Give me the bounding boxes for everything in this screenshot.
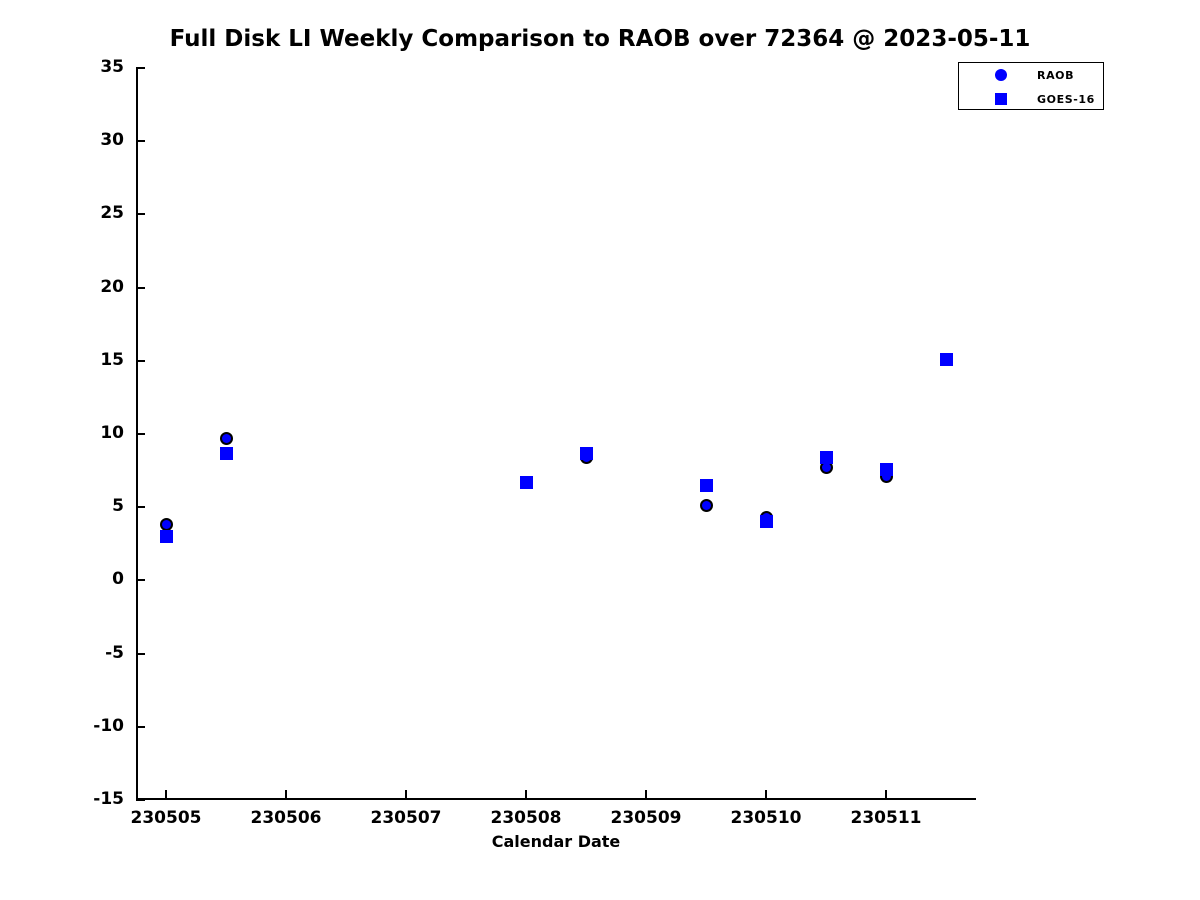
legend-circle-icon — [989, 63, 1013, 87]
legend-label: GOES-16 — [1037, 93, 1095, 106]
chart-legend: RAOB GOES-16 — [958, 62, 1104, 110]
plot-area — [136, 67, 976, 801]
y-axis-tick-label: 20 — [100, 276, 124, 297]
data-point-marker — [939, 352, 953, 366]
x-axis-tick-label: 230509 — [610, 808, 682, 828]
data-point-marker — [519, 475, 533, 489]
x-axis-line — [136, 798, 976, 800]
x-axis-tick — [285, 790, 287, 799]
x-axis-tick — [765, 790, 767, 799]
x-axis-tick — [405, 790, 407, 799]
y-axis-tick-label: 5 — [112, 496, 124, 517]
data-point-marker — [879, 462, 893, 476]
y-axis-tick — [136, 652, 145, 655]
y-axis-tick — [136, 359, 145, 362]
x-axis-tick — [525, 790, 527, 799]
y-axis-tick — [136, 799, 145, 801]
y-axis-tick — [136, 725, 145, 728]
y-axis-tick — [136, 506, 145, 509]
y-axis-tick — [136, 140, 145, 143]
y-axis-tick-label: 0 — [112, 569, 124, 590]
data-point-marker — [759, 515, 773, 529]
x-axis-tick — [885, 790, 887, 799]
y-axis-tick-label: -15 — [93, 789, 124, 809]
y-axis-tick — [136, 67, 145, 69]
x-axis-tick-label: 230510 — [730, 808, 802, 828]
y-axis-tick — [136, 213, 145, 216]
y-axis-tick — [136, 286, 145, 289]
legend-square-icon — [989, 87, 1013, 111]
x-axis-tick-label: 230508 — [490, 808, 562, 828]
y-axis-tick-label: -5 — [105, 642, 124, 663]
x-axis-tick-label: 230507 — [370, 808, 442, 828]
legend-entry: RAOB — [959, 63, 1105, 87]
y-axis-tick-label: 25 — [100, 203, 124, 224]
legend-label: RAOB — [1037, 69, 1075, 82]
data-point-marker — [159, 529, 173, 543]
y-axis-tick-label: 15 — [100, 349, 124, 370]
y-axis-tick — [136, 433, 145, 435]
x-axis-tick-label: 230506 — [250, 808, 322, 828]
legend-entry: GOES-16 — [959, 87, 1105, 111]
x-axis-tick — [645, 790, 647, 799]
x-axis-tick-label: 230505 — [130, 808, 202, 828]
data-point-marker — [699, 478, 713, 492]
x-axis-tick — [165, 790, 167, 799]
chart-title: Full Disk LI Weekly Comparison to RAOB o… — [169, 26, 1031, 52]
y-axis-tick-label: 35 — [100, 57, 124, 77]
data-point-marker — [579, 446, 593, 460]
data-point-marker — [219, 446, 233, 460]
y-axis-tick-label: -10 — [93, 715, 124, 736]
y-axis-tick-label: 10 — [100, 423, 124, 443]
data-point-marker — [819, 450, 833, 464]
y-axis-tick — [136, 579, 145, 582]
x-axis-tick-label: 230511 — [850, 808, 922, 828]
x-axis-label: Calendar Date — [491, 832, 621, 851]
data-point-marker — [699, 499, 713, 513]
y-axis-tick-label: 30 — [100, 130, 124, 151]
data-point-marker — [219, 431, 233, 445]
